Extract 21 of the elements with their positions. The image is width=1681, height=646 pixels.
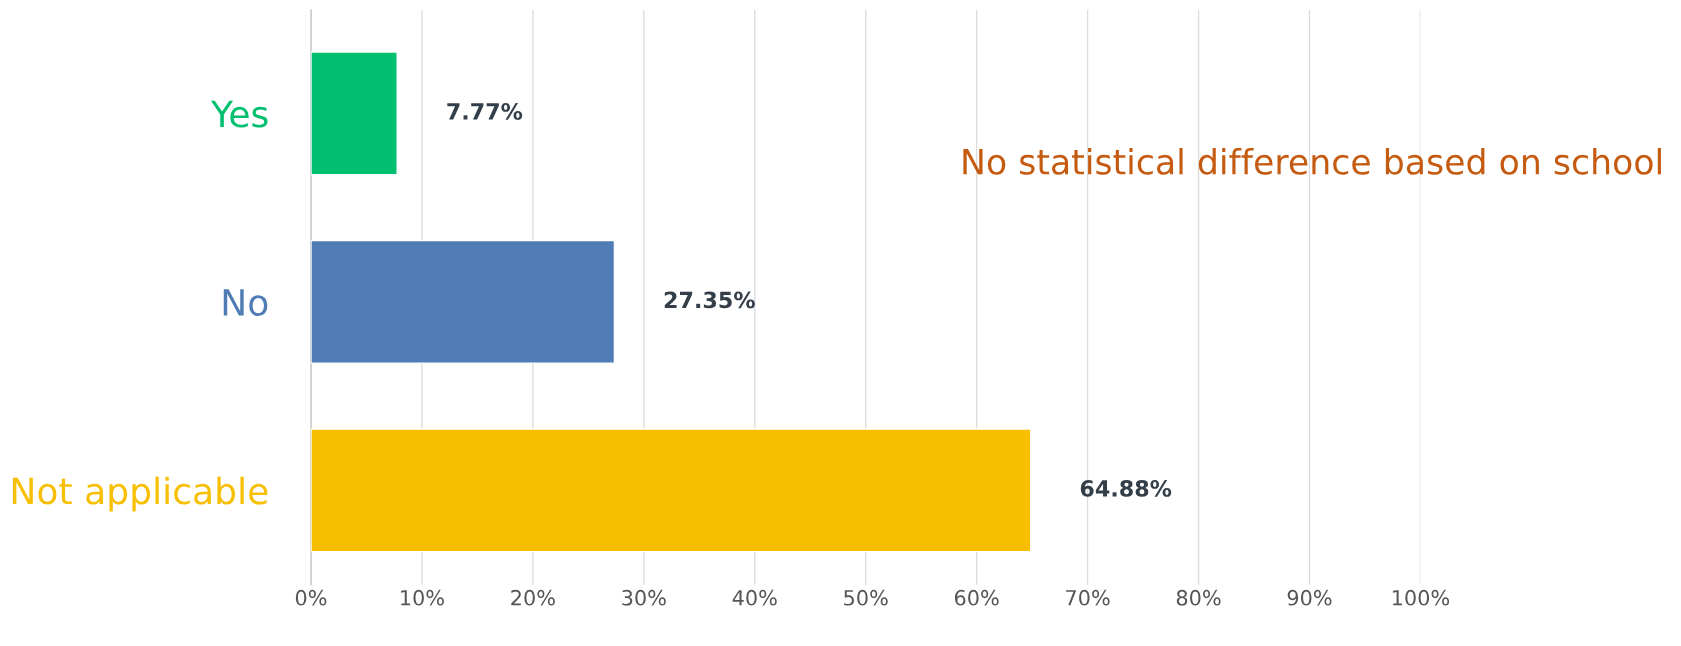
x-tick-label: 50% (844, 589, 888, 606)
x-tick-label: 20% (511, 589, 555, 606)
data-label: 64.88% (1080, 480, 1172, 497)
bar (310, 239, 616, 364)
x-tick-label: 10% (401, 589, 444, 606)
x-tick-label: 80% (1176, 589, 1221, 606)
x-tick-label: 60% (954, 589, 999, 606)
x-tick-label: 70% (1066, 589, 1110, 606)
data-label: 7.77% (447, 103, 523, 120)
y-tick-label: Yes (210, 100, 268, 128)
annotation: No statistical difference based on school (963, 147, 1661, 175)
bar (310, 428, 1032, 553)
x-tick-label: 90% (1287, 589, 1332, 606)
x-tick-label: 0% (295, 589, 327, 606)
bar (310, 51, 398, 176)
x-tick-label: 40% (732, 589, 777, 606)
data-label: 27.35% (664, 291, 755, 309)
y-tick-label: Not applicable (12, 476, 268, 512)
y-tick-label: No (223, 289, 268, 317)
x-tick-label: 100% (1392, 589, 1450, 606)
x-tick-label: 30% (622, 589, 666, 606)
